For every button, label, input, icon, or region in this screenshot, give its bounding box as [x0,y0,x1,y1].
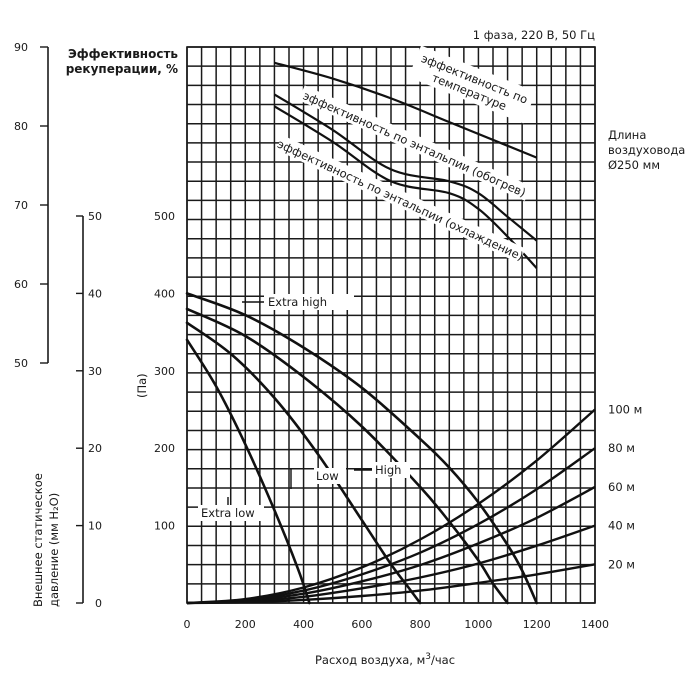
duct-curve-label: 20 м [608,557,635,571]
x-tick-label: 1000 [464,618,492,631]
duct-curve-label: 100 м [608,403,642,417]
x-axis-title: Расход воздуха, м3/час [315,652,455,667]
pressure-mm-tick-label: 0 [95,597,102,610]
pressure-mm-axis-title: Внешнее статическое [31,473,45,607]
low-label: Low [316,469,339,483]
pressure-mm-tick-label: 40 [88,287,102,300]
x-tick-label: 200 [235,618,256,631]
extra-low-label-bg [198,505,264,521]
x-axis-ticks: 0 200 400 600 800 1000 1200 1400 [184,618,610,631]
duct-curve-label: 40 м [608,519,635,533]
pressure-pa-axis-title: (Па) [135,373,149,398]
pressure-pa-tick-label: 400 [154,287,175,300]
fan-curve-high [185,307,509,605]
plot-frame [186,46,596,604]
pressure-mm-tick-label: 10 [88,520,102,533]
fan-curve-extra-low [185,338,311,605]
x-tick-label: 0 [184,618,191,631]
pressure-pa-tick-label: 200 [154,442,175,455]
efficiency-tick-label: 70 [14,199,28,212]
x-tick-label: 400 [293,618,314,631]
pressure-mm-tick-label: 30 [88,365,102,378]
x-tick-label: 800 [410,618,431,631]
pressure-pa-tick-label: 500 [154,210,175,223]
header-text: 1 фаза, 220 В, 50 Гц [473,28,595,42]
efficiency-axis-title: Эффективность [68,47,178,61]
pressure-pa-tick-label: 300 [154,365,175,378]
curves: 100 м 80 м 60 м 40 м 20 м [185,61,642,605]
efficiency-tick-label: 50 [14,357,28,370]
pressure-pa-axis-ticks: 500 400 300 200 100 [154,210,175,533]
efficiency-curve-2 [273,93,538,242]
pressure-pa-tick-label: 100 [154,520,175,533]
efficiency-axis-title: рекуперации, % [66,62,178,76]
pressure-mm-axis-title: давление (мм H₂O) [47,493,61,607]
eff-temp-label-bg [408,45,537,124]
extra-low-label: Extra low [201,506,255,520]
duct-legend-title: Ø250 мм [608,158,660,172]
pressure-mm-tick-label: 50 [88,210,102,223]
efficiency-tick-label: 80 [14,120,28,133]
low-label-bg [314,468,346,484]
efficiency-curve-1 [274,61,538,159]
x-tick-label: 1200 [523,618,551,631]
x-tick-label: 1400 [581,618,609,631]
high-label: High [375,463,401,477]
fan-curve-low [185,321,422,605]
duct-curve-20-м [186,563,596,605]
fan-curve-extra-high [185,292,538,605]
x-tick-label: 600 [351,618,372,631]
pressure-mm-axis-ticks: 50 40 30 20 10 0 [76,210,102,610]
extra-high-label-bg [264,294,354,310]
eff-heat-label-bg [298,85,532,201]
duct-legend-title: Длина [608,128,646,142]
pressure-mm-tick-label: 20 [88,442,102,455]
duct-legend-title: воздуховода [608,143,685,157]
efficiency-axis-ticks: 90 80 70 60 50 [14,41,48,370]
duct-curve-label: 80 м [608,441,635,455]
efficiency-curve-3 [273,105,538,269]
duct-curve-label: 60 м [608,480,635,494]
eff-cool-label-bg [276,135,526,264]
efficiency-tick-label: 60 [14,278,28,291]
efficiency-tick-label: 90 [14,41,28,54]
high-label-bg [372,462,410,478]
extra-high-label: Extra high [268,295,327,309]
